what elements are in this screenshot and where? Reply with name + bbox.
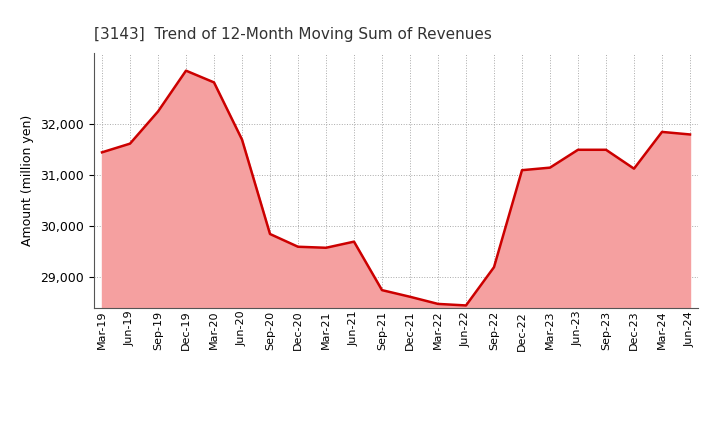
Text: [3143]  Trend of 12-Month Moving Sum of Revenues: [3143] Trend of 12-Month Moving Sum of R… <box>94 27 492 42</box>
Y-axis label: Amount (million yen): Amount (million yen) <box>22 115 35 246</box>
